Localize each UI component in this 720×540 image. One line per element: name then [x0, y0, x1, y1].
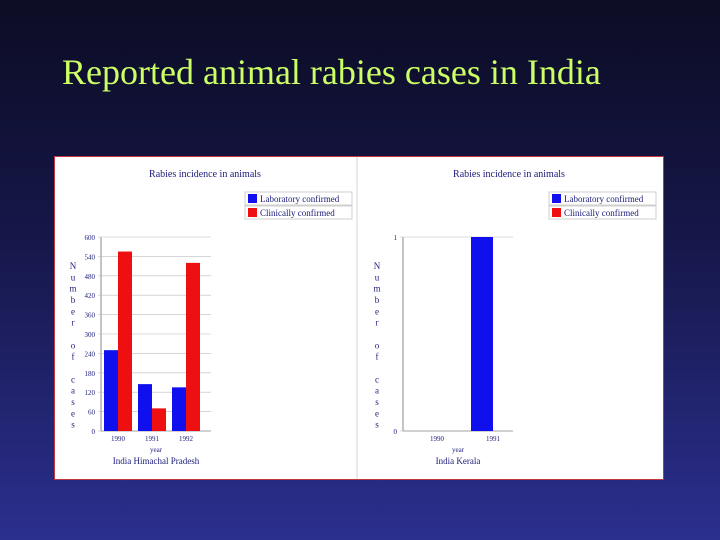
bar-lab-1992	[172, 387, 186, 431]
x-tick-label: 1991	[145, 435, 160, 443]
y-tick-label: 420	[85, 292, 96, 300]
y-axis-label-letter: N	[374, 261, 381, 271]
legend-swatch	[552, 194, 561, 203]
legend-label: Laboratory confirmed	[260, 194, 340, 204]
y-axis-label-letter: s	[375, 420, 379, 430]
y-axis-label-letter: c	[375, 374, 379, 384]
y-axis-label-letter: f	[72, 352, 75, 362]
y-tick-label: 0	[394, 428, 398, 436]
charts-svg: Rabies incidence in animals Laboratory co…	[69, 157, 657, 479]
x-tick-label: 1990	[430, 435, 445, 443]
legend-entry-box	[548, 205, 657, 220]
y-tick-label: 60	[88, 409, 96, 417]
y-tick-label: 300	[85, 331, 96, 339]
y-axis-label-letter: a	[375, 386, 379, 396]
y-axis-label-letter: o	[71, 340, 76, 350]
x-tick-label: 1990	[111, 435, 126, 443]
y-axis-label-letter: e	[71, 408, 75, 418]
y-axis-label-letter: s	[375, 397, 379, 407]
y-tick-label: 540	[85, 253, 96, 261]
y-tick-label: 0	[92, 428, 96, 436]
legend-label: Clinically confirmed	[564, 208, 639, 218]
y-axis-label-letter: f	[376, 352, 379, 362]
y-axis-label-letter: b	[71, 295, 76, 305]
x-axis-label: year	[150, 446, 163, 454]
y-axis-label-letter: e	[375, 408, 379, 418]
y-tick-label: 600	[85, 234, 96, 242]
legend-label: Laboratory confirmed	[564, 194, 644, 204]
y-axis-label-letter: N	[70, 261, 77, 271]
y-axis-label-letter: r	[376, 318, 379, 328]
y-axis-label-letter: s	[71, 397, 75, 407]
y-tick-label: 120	[85, 389, 96, 397]
bar-clinical-1991	[152, 408, 166, 431]
y-axis-label-letter: c	[71, 374, 75, 384]
legend-swatch	[552, 208, 561, 217]
chart-subtitle: India Himachal Pradesh	[113, 456, 200, 466]
chart-figure: Rabies incidence in animals Laboratory co…	[54, 156, 664, 480]
bar-clinical-1990	[118, 251, 132, 431]
y-axis-label-letter: s	[71, 420, 75, 430]
legend-entry-box	[244, 191, 353, 206]
y-axis-label-letter: e	[375, 306, 379, 316]
legend-label: Clinically confirmed	[260, 208, 335, 218]
bar-lab-1990	[104, 350, 118, 431]
chart-title: Rabies incidence in animals	[453, 169, 565, 180]
chart-subtitle: India Kerala	[436, 456, 481, 466]
legend-entry-box	[244, 205, 353, 220]
bar-clinical-1992	[186, 262, 200, 431]
y-axis-label-letter: u	[375, 272, 380, 282]
bar-lab-1991	[471, 237, 493, 431]
y-tick-label: 240	[85, 350, 96, 358]
y-axis-label-letter: r	[72, 318, 75, 328]
chart-title: Rabies incidence in animals	[149, 169, 261, 180]
y-axis-label-letter: a	[71, 386, 75, 396]
slide-title: Reported animal rabies cases in India	[62, 52, 601, 92]
legend-entry-box	[548, 191, 657, 206]
y-tick-label: 480	[85, 273, 96, 281]
y-axis-label-letter: o	[375, 340, 380, 350]
y-axis-label-letter: m	[373, 284, 380, 294]
x-tick-label: 1992	[179, 435, 194, 443]
y-axis-label-letter: b	[375, 295, 380, 305]
bar-lab-1991	[138, 384, 152, 431]
y-axis-label-letter: e	[71, 306, 75, 316]
y-tick-label: 180	[85, 370, 96, 378]
legend-swatch	[248, 194, 257, 203]
legend-swatch	[248, 208, 257, 217]
x-tick-label: 1991	[486, 435, 501, 443]
y-tick-label: 360	[85, 312, 96, 320]
y-axis-label-letter: u	[71, 272, 76, 282]
y-axis-label-letter: m	[69, 284, 76, 294]
y-tick-label: 1	[394, 234, 398, 242]
x-axis-label: year	[452, 446, 465, 454]
